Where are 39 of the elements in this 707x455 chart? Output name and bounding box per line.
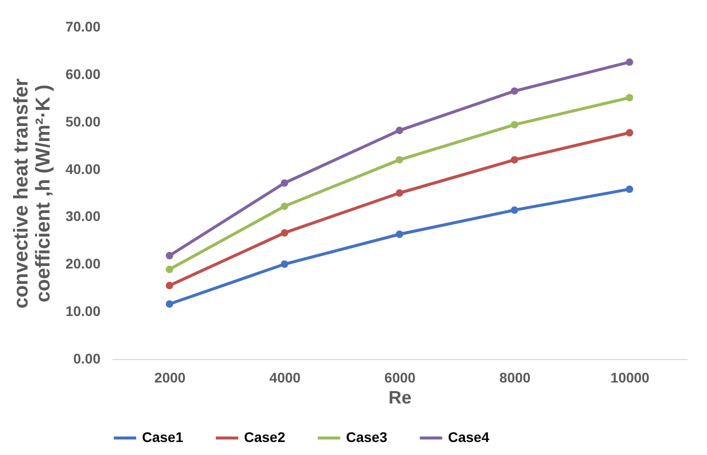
y-tick-label: 0.00 [73,350,101,366]
point [626,129,634,136]
y-tick-label: 60.00 [65,66,101,82]
x-tick-label: 4000 [269,370,301,386]
x-tick-label: 8000 [499,370,531,386]
point [166,300,174,308]
x-tick-label: 2000 [154,370,186,386]
point [280,202,288,210]
y-axis-title: convective heat transfer coefficient ,h (W/m²·K ) [10,78,54,309]
point [396,189,404,197]
point [396,126,404,134]
y-tick-label: 10.00 [65,303,101,320]
legend-label: Case1 [142,429,184,445]
y-tick-label: 30.00 [65,208,101,224]
point [510,156,518,164]
point [166,282,174,290]
point [280,179,288,187]
point [166,266,174,274]
y-tick-label: 70.00 [65,18,101,34]
y-tick-label: 50.00 [65,113,101,130]
legend-label: Case4 [448,429,490,445]
x-tick-label: 10000 [610,370,650,386]
point [626,94,634,102]
point [626,186,634,193]
legend-label: Case3 [346,429,388,445]
point [396,156,404,164]
legend-label: Case2 [244,429,286,445]
point [510,87,518,95]
y-tick-label: 40.00 [65,160,101,177]
point [166,252,174,260]
point [510,206,518,214]
point [626,58,634,66]
point [280,260,288,268]
y-tick-label: 20.00 [65,256,101,272]
x-tick-label: 6000 [384,370,416,386]
point [280,229,288,237]
point [510,121,518,128]
x-axis-title: Re [388,388,412,408]
point [396,230,404,238]
